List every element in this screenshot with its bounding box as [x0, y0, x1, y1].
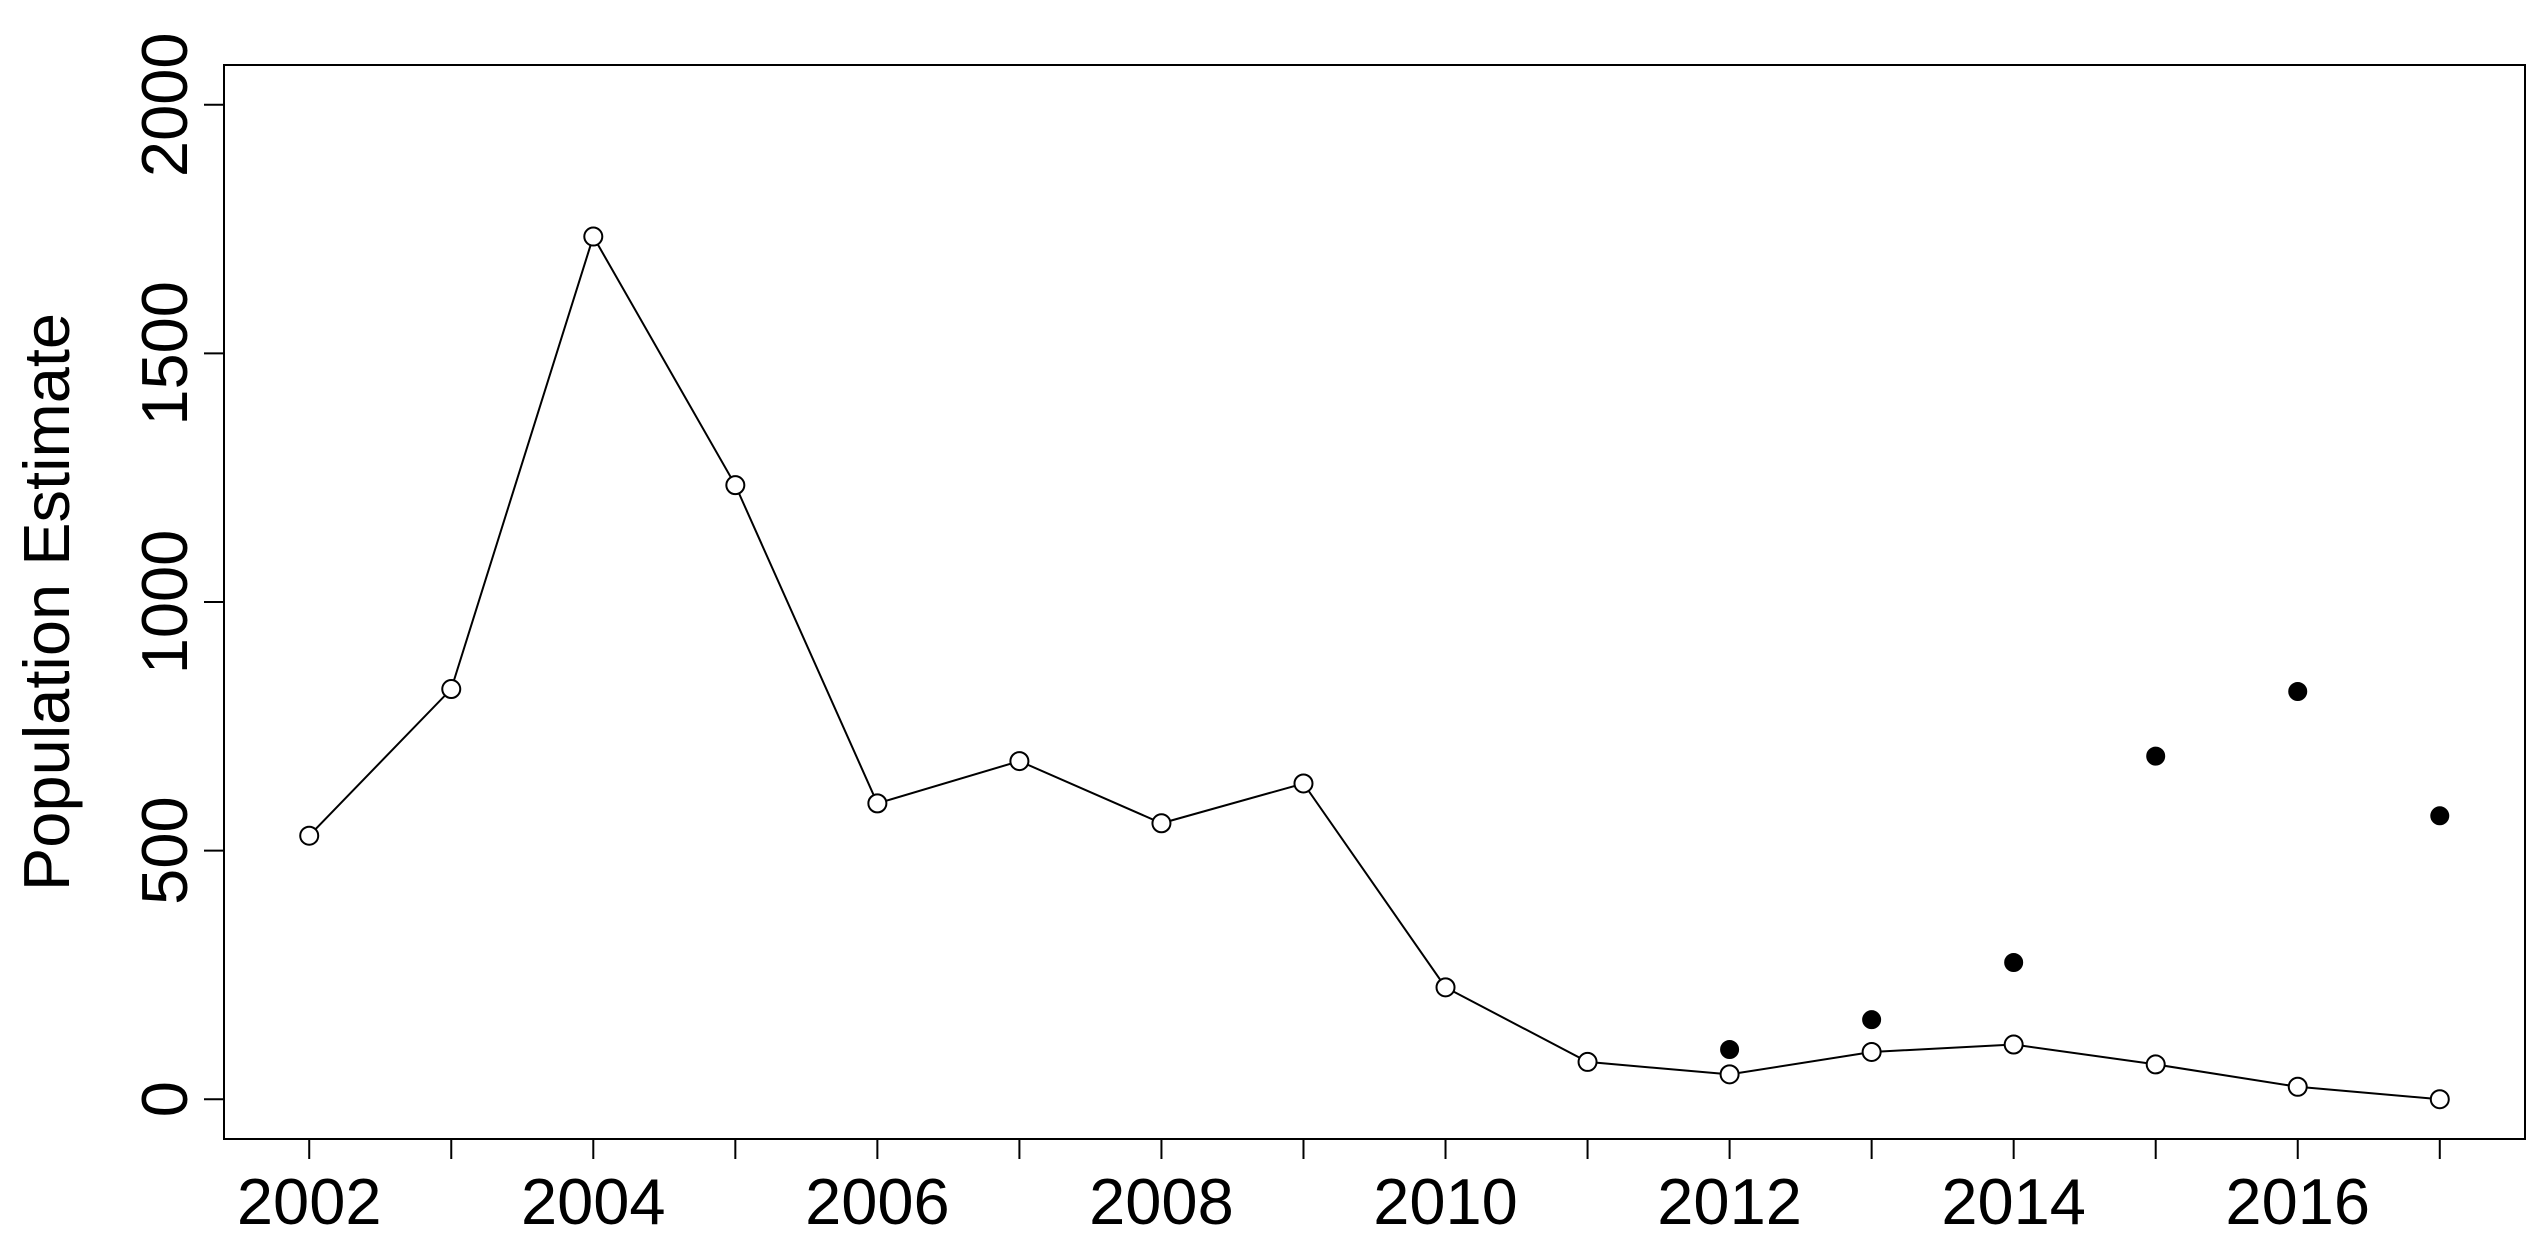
x-tick-label: 2004 — [521, 1165, 666, 1238]
data-point — [1435, 977, 1456, 998]
data-point — [2288, 682, 2308, 701]
data-point — [1719, 1064, 1740, 1085]
data-point — [2145, 1054, 2166, 1075]
data-point — [1151, 813, 1172, 834]
x-tick-label: 2002 — [237, 1165, 382, 1238]
data-point — [299, 825, 320, 846]
data-point — [1009, 751, 1030, 772]
y-tick-label: 0 — [128, 1081, 201, 1117]
y-tick-label: 1500 — [128, 281, 201, 426]
x-tick-label: 2014 — [1941, 1165, 2086, 1238]
data-point — [867, 793, 888, 814]
data-point — [1293, 773, 1314, 794]
x-tick-label: 2012 — [1657, 1165, 1802, 1238]
y-tick-label: 2000 — [128, 32, 201, 177]
data-point — [1862, 1010, 1882, 1030]
data-point — [2287, 1076, 2308, 1097]
data-point — [583, 226, 604, 247]
x-tick-label: 2008 — [1089, 1165, 1234, 1238]
data-point — [1861, 1041, 1882, 1062]
plot-frame — [223, 64, 2526, 1140]
y-tick-label: 500 — [128, 796, 201, 904]
data-point — [1720, 1040, 1740, 1059]
data-point — [441, 679, 462, 700]
data-point — [725, 475, 746, 496]
x-tick-label: 2010 — [1373, 1165, 1518, 1238]
x-tick-label: 2006 — [805, 1165, 950, 1238]
data-point — [2003, 1034, 2024, 1055]
x-tick-label: 2016 — [2225, 1165, 2370, 1238]
data-point — [2004, 952, 2024, 972]
series-line — [308, 234, 2440, 1101]
y-axis-label: Population Estimate — [10, 313, 83, 891]
data-point — [1577, 1051, 1598, 1072]
data-point — [2429, 1089, 2450, 1110]
data-point — [2430, 806, 2450, 826]
y-tick-label: 1000 — [128, 530, 201, 675]
data-point — [2146, 746, 2166, 766]
